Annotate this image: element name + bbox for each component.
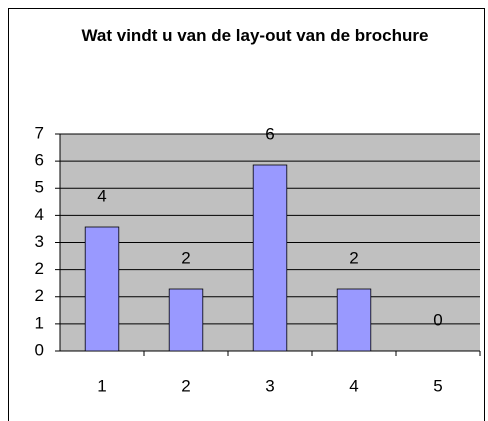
y-tick-label: 1 — [35, 313, 44, 332]
bar — [84, 226, 120, 352]
x-tick-label: 5 — [433, 376, 442, 395]
data-label: 6 — [265, 124, 274, 143]
y-tick-label: 3 — [35, 232, 44, 251]
x-tick-label: 1 — [97, 376, 106, 395]
y-tick-label: 5 — [35, 178, 44, 197]
y-tick-label: 4 — [35, 205, 44, 224]
bar — [336, 288, 372, 352]
y-tick-label: 7 — [35, 123, 44, 142]
y-tick-label: 0 — [35, 340, 44, 359]
data-label: 2 — [349, 248, 358, 267]
data-label: 0 — [433, 310, 442, 329]
x-tick-label: 4 — [349, 376, 358, 395]
x-tick-label: 2 — [181, 376, 190, 395]
data-label: 4 — [97, 186, 106, 205]
y-tick-label: 2 — [35, 286, 44, 305]
bar — [252, 164, 288, 352]
y-tick-label: 6 — [35, 151, 44, 170]
chart-title: Wat vindt u van de lay-out van de brochu… — [81, 26, 429, 45]
x-tick-label: 3 — [265, 376, 274, 395]
y-tick-label: 2 — [35, 259, 44, 278]
bar — [168, 288, 204, 352]
data-label: 2 — [181, 248, 190, 267]
